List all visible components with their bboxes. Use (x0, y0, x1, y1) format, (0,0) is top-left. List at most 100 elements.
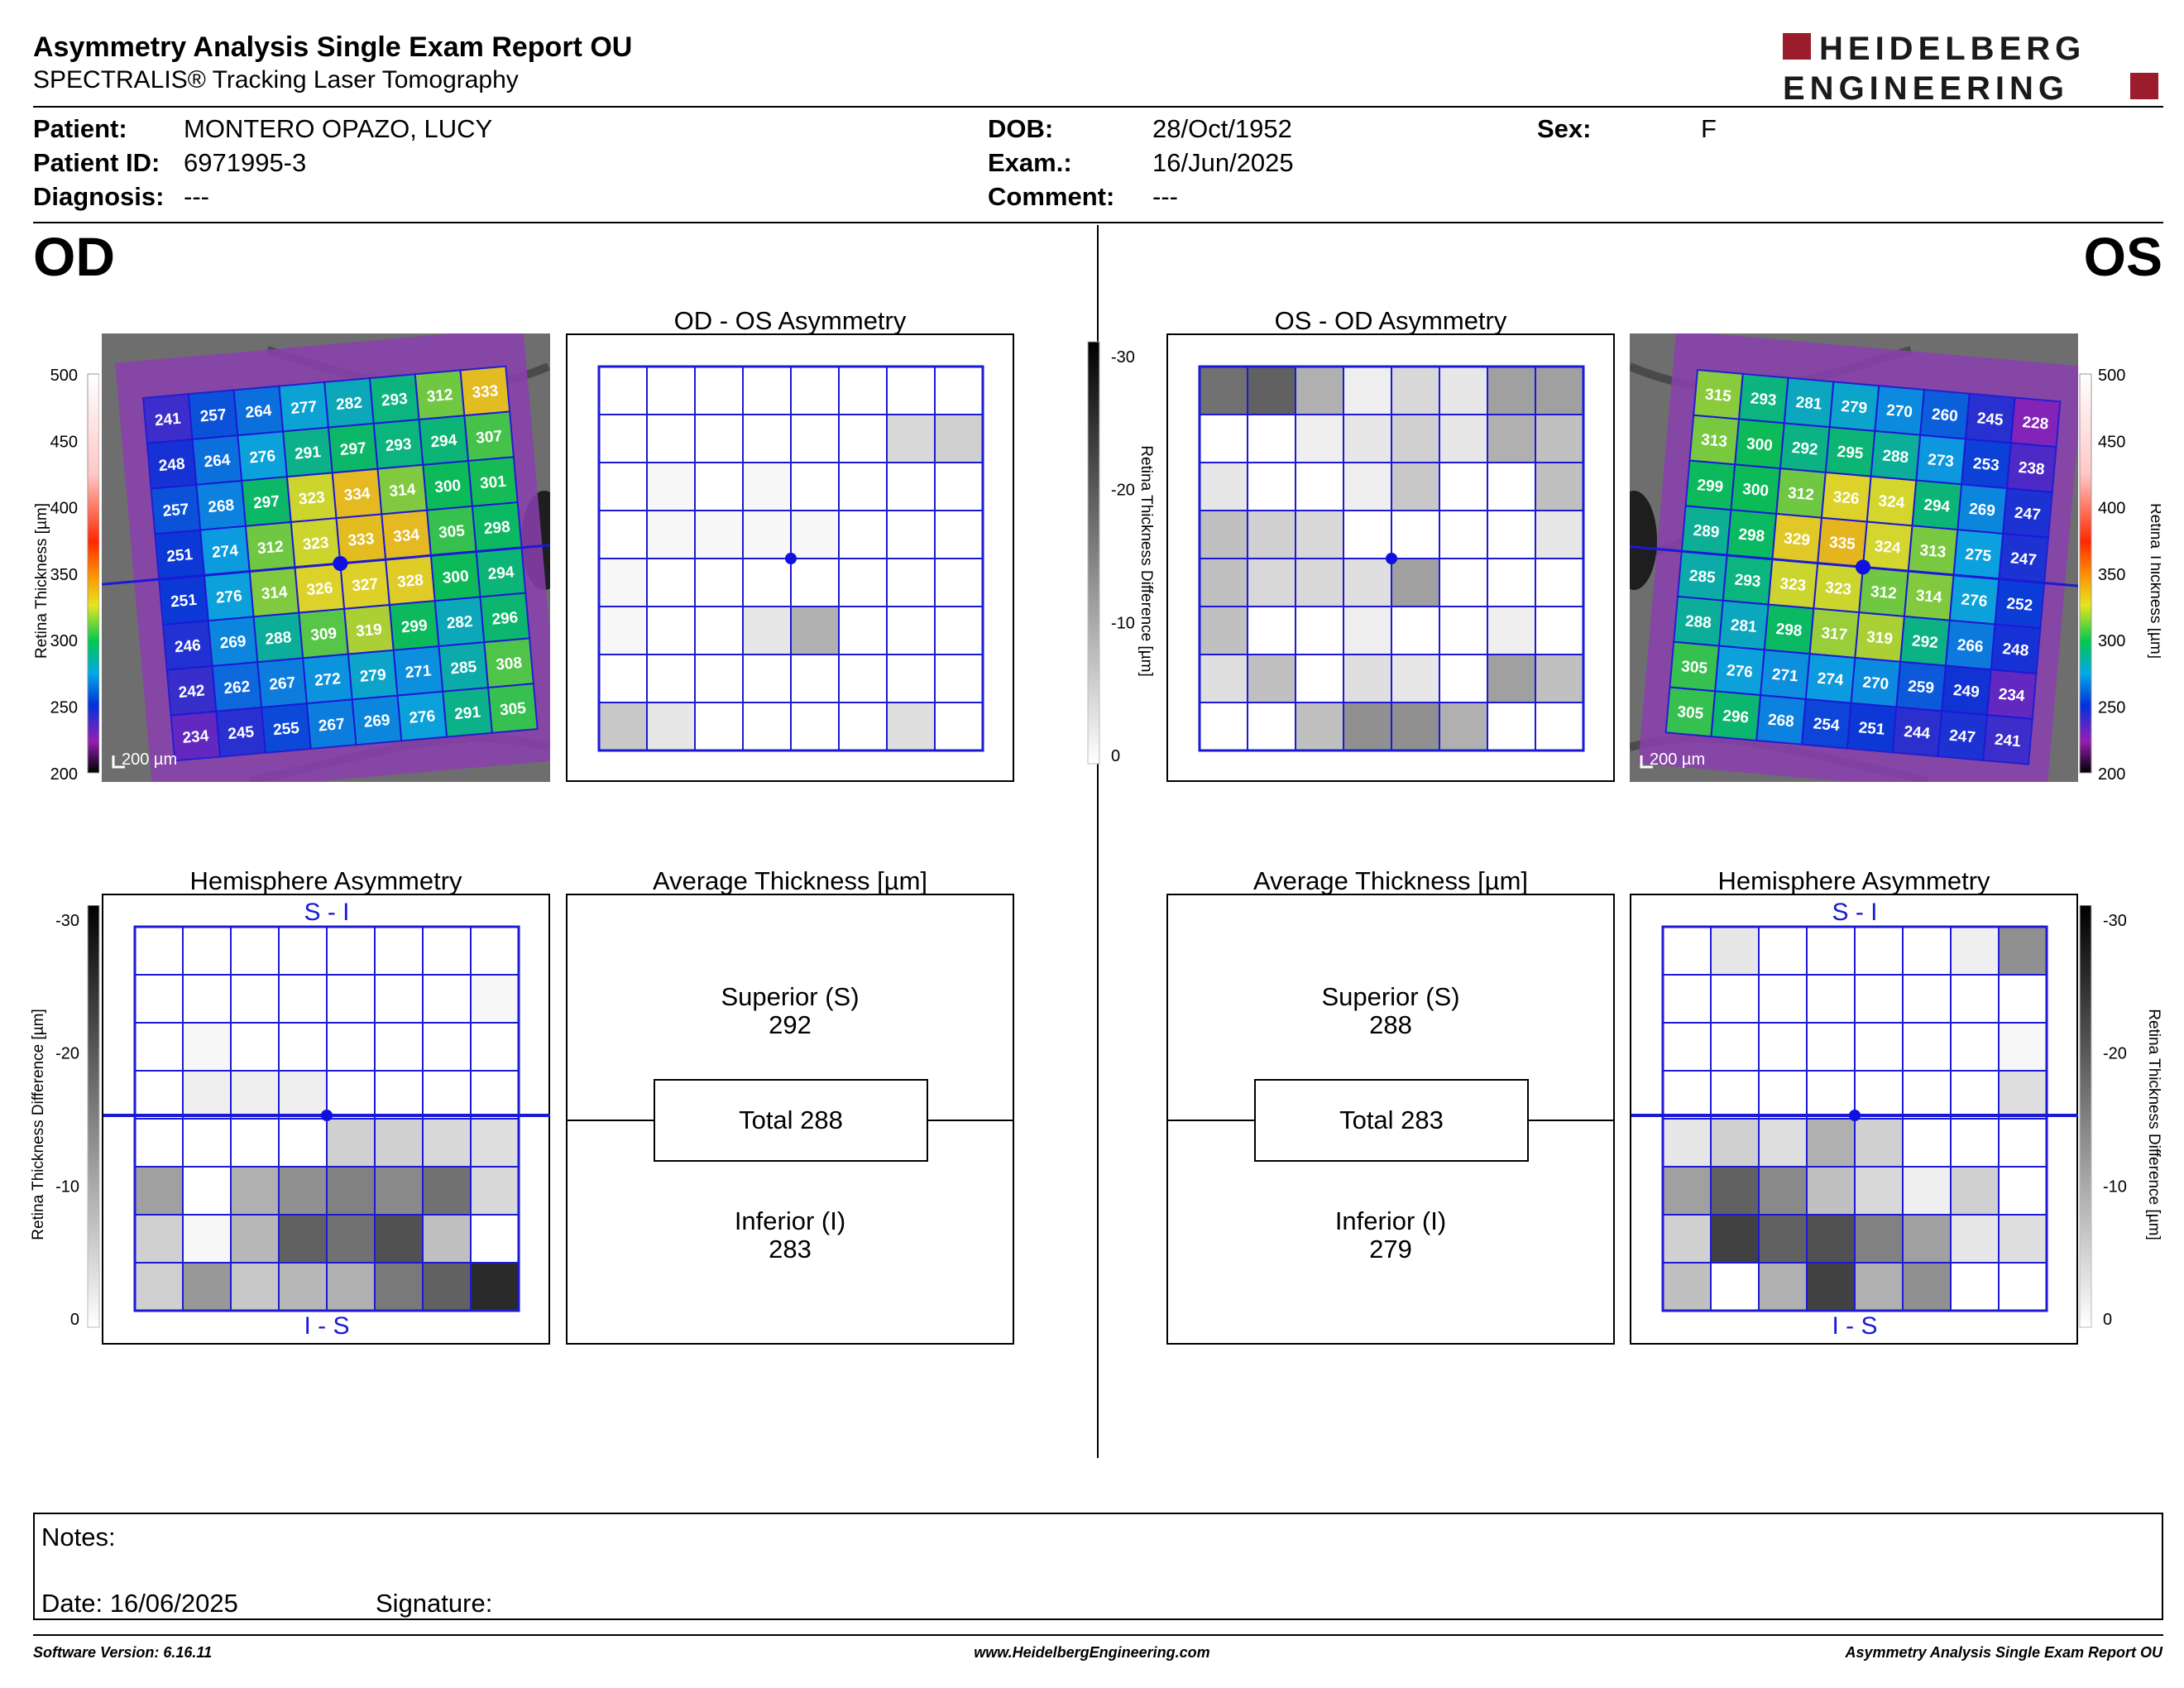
asymmetry-cell (470, 974, 520, 1024)
od-asym-title: OD - OS Asymmetry (673, 306, 907, 335)
asymmetry-cell (886, 558, 936, 607)
thickness-value: 324 (1878, 492, 1906, 512)
thickness-value: 247 (2014, 505, 2041, 525)
asymmetry-cell (1902, 1262, 1952, 1312)
thickness-value: 241 (1994, 731, 2022, 751)
asymmetry-cell (742, 366, 792, 415)
asymmetry-cell (422, 1118, 472, 1168)
asymmetry-cell (1662, 1070, 1712, 1120)
thickness-value: 333 (347, 530, 375, 550)
thickness-value: 255 (272, 720, 300, 740)
thickness-value: 294 (1923, 496, 1952, 516)
asymmetry-cell (886, 606, 936, 655)
thickness-value: 251 (170, 592, 198, 611)
difference-tick: -30 (55, 912, 79, 930)
asymmetry-cell (1439, 366, 1488, 415)
asymmetry-cell (326, 1214, 376, 1264)
center-diff-scale: -30 -20 -10 0 Retina Thickness Difference [µ… (1075, 333, 1175, 801)
difference-tick: -20 (55, 1045, 79, 1063)
website-link[interactable]: www.HeidelbergEngineering.com (974, 1644, 1210, 1661)
asymmetry-cell (790, 414, 840, 463)
asymmetry-cell (1950, 1214, 2000, 1264)
od-superior-label: Superior (S) (721, 982, 860, 1011)
footer-report-name: Asymmetry Analysis Single Exam Report OU (1845, 1644, 2162, 1661)
thickness-value: 252 (2006, 595, 2033, 615)
asymmetry-cell (1199, 702, 1248, 751)
asymmetry-cell (374, 1070, 424, 1120)
asymmetry-cell (646, 558, 696, 607)
notes-label: Notes: (41, 1523, 116, 1551)
asymmetry-cell (838, 414, 888, 463)
thickness-value: 300 (1741, 481, 1769, 501)
asymmetry-cell (598, 366, 648, 415)
asymmetry-cell (134, 1214, 184, 1264)
asymmetry-cell (1998, 1022, 2048, 1072)
fovea-marker (1849, 1110, 1861, 1121)
asymmetry-cell (326, 1070, 376, 1120)
thickness-tick: 300 (50, 632, 78, 650)
asymmetry-cell (694, 702, 744, 751)
asymmetry-cell (1662, 1214, 1712, 1264)
asymmetry-cell (838, 558, 888, 607)
fovea-marker (1855, 559, 1870, 575)
asymmetry-cell (742, 606, 792, 655)
asymmetry-cell (230, 1262, 280, 1312)
asymmetry-cell (1998, 1214, 2048, 1264)
patient-id-label: Patient ID: (33, 148, 160, 177)
thickness-value: 298 (1738, 526, 1765, 546)
thickness-value: 305 (1680, 658, 1708, 678)
asymmetry-cell (134, 1070, 184, 1120)
scale-bar-label: 200 µm (1650, 750, 1705, 769)
asymmetry-cell (1758, 1022, 1808, 1072)
asymmetry-cell (326, 1118, 376, 1168)
asymmetry-cell (1662, 1118, 1712, 1168)
asymmetry-cell (934, 654, 984, 703)
asymmetry-cell (1343, 654, 1392, 703)
asymmetry-cell (1199, 558, 1248, 607)
asymmetry-cell (1902, 974, 1952, 1024)
asymmetry-cell (1806, 1022, 1856, 1072)
asymmetry-cell (1854, 1214, 1904, 1264)
asymmetry-cell (1439, 702, 1488, 751)
asymmetry-cell (1998, 1070, 2048, 1120)
thickness-value: 305 (1677, 703, 1705, 723)
asymmetry-cell (1806, 1214, 1856, 1264)
asymmetry-cell (790, 606, 840, 655)
asymmetry-cell (1758, 1118, 1808, 1168)
asymmetry-cell (598, 606, 648, 655)
asymmetry-cell (1902, 1022, 1952, 1072)
asymmetry-cell (1487, 702, 1536, 751)
thickness-value: 329 (1783, 530, 1810, 549)
asymmetry-cell (1710, 1166, 1760, 1216)
thickness-value: 300 (434, 477, 462, 496)
asymmetry-cell (1295, 702, 1344, 751)
asymmetry-cell (1535, 414, 1584, 463)
asymmetry-cell (1710, 974, 1760, 1024)
thickness-value: 281 (1795, 394, 1823, 414)
thickness-value: 299 (1697, 477, 1724, 496)
thickness-value: 297 (252, 493, 280, 513)
os-superior-value: 288 (1369, 1010, 1412, 1039)
os-thickness-map: 315 293 281 279 270 260 245 228 313 300 292 295 288 2… (1599, 330, 2110, 799)
thickness-tick: 200 (2098, 765, 2125, 784)
thickness-value: 271 (405, 662, 433, 682)
thickness-value: 300 (1746, 435, 1773, 455)
os-hemi-panel: S - I I - S (1630, 894, 2078, 1345)
asymmetry-cell (278, 1118, 328, 1168)
asymmetry-cell (1391, 558, 1440, 607)
asymmetry-cell (1535, 558, 1584, 607)
asymmetry-cell (422, 926, 472, 976)
thickness-value: 242 (178, 682, 205, 702)
asymmetry-cell (134, 1166, 184, 1216)
asymmetry-cell (1487, 510, 1536, 559)
asymmetry-cell (1998, 1166, 2048, 1216)
thickness-value: 296 (491, 609, 519, 629)
asymmetry-cell (598, 558, 648, 607)
asymmetry-cell (1295, 462, 1344, 511)
thickness-value: 293 (1750, 390, 1777, 410)
asymmetry-cell (134, 974, 184, 1024)
asymmetry-cell (422, 1214, 472, 1264)
thickness-value: 251 (166, 546, 194, 566)
difference-tick: -10 (55, 1177, 79, 1196)
asymmetry-cell (326, 974, 376, 1024)
